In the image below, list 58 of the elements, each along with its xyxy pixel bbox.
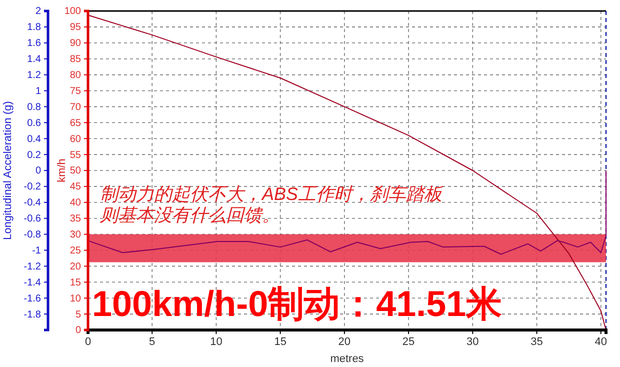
y-tick-label: 1.4 <box>27 54 42 66</box>
y-tick-label: -1.4 <box>24 277 42 288</box>
y-tick-label: -0.4 <box>24 198 42 209</box>
x-tick-label: 10 <box>210 336 222 348</box>
y-tick-label: -0.6 <box>24 214 42 225</box>
y2-tick-label: 80 <box>70 70 82 81</box>
y2-tick-label: 40 <box>70 198 82 209</box>
y-tick-label: -0.8 <box>24 230 42 240</box>
y2-axis-title: km/h <box>56 158 68 182</box>
line-series <box>88 170 606 255</box>
x-tick-label: 15 <box>274 336 286 348</box>
y2-tick-label: 60 <box>70 134 82 145</box>
y2-tick-label: 90 <box>70 38 82 50</box>
x-axis-title: metres <box>330 353 364 365</box>
annotation: 则基本没有什么回馈。 <box>100 205 280 225</box>
line-series <box>88 14 606 330</box>
y-axis-title: Longitudinal Acceleration (g) <box>2 101 14 240</box>
x-tick-label: 30 <box>466 336 479 348</box>
y-tick-label: 0.8 <box>27 102 42 113</box>
y2-tick-label: 25 <box>70 245 82 256</box>
x-tick-label: 0 <box>84 336 92 348</box>
x-tick-label: 5 <box>149 336 156 348</box>
y2-tick-label: 55 <box>70 150 82 161</box>
y2-tick-label: 5 <box>75 309 82 320</box>
y2-tick-label: 95 <box>70 22 82 34</box>
y2-tick-label: 70 <box>70 102 82 113</box>
y-tick-label: -1.6 <box>24 293 42 304</box>
y-tick-label: 2 <box>35 6 42 18</box>
x-tick-label: 20 <box>338 336 351 348</box>
y-tick-label: 0.2 <box>27 150 42 161</box>
y2-tick-label: 30 <box>70 230 82 240</box>
y-tick-label: -1.2 <box>24 261 42 272</box>
y-tick-label: 0 <box>35 166 42 177</box>
y2-tick-label: 50 <box>70 166 82 177</box>
y2-tick-label: 15 <box>70 277 82 288</box>
y-tick-label: -1.8 <box>24 309 42 320</box>
y-tick-label: 0.4 <box>27 134 42 145</box>
y2-tick-label: 75 <box>70 86 82 97</box>
x-tick-label: 25 <box>402 336 415 348</box>
y2-tick-label: 100 <box>64 6 82 18</box>
y-tick-label: 0.6 <box>27 118 42 129</box>
y2-tick-label: 65 <box>70 118 82 129</box>
y2-tick-label: 0 <box>75 325 82 336</box>
x-tick-label: 40 <box>594 336 607 348</box>
annotation: 制动力的起伏不大，ABS工作时，刹车踏板 <box>100 184 444 204</box>
y2-tick-label: 45 <box>70 182 82 193</box>
y2-tick-label: 85 <box>70 54 82 66</box>
y-tick-label: -1 <box>32 245 42 256</box>
y-tick-label: 1 <box>35 86 42 97</box>
y2-tick-label: 35 <box>70 214 82 225</box>
y-tick-label: -0.2 <box>24 182 42 193</box>
annotation: 100km/h-0制动：41.51米 <box>92 283 502 324</box>
y2-tick-label: 10 <box>70 293 82 304</box>
y2-tick-label: 20 <box>70 261 82 272</box>
x-tick-label: 35 <box>530 336 543 348</box>
y-tick-label: 1.6 <box>27 38 42 50</box>
y-tick-label: 1.8 <box>27 22 42 34</box>
y-tick-label: 1.2 <box>27 70 42 81</box>
